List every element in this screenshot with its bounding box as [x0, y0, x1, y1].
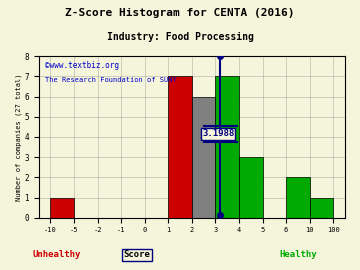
Text: 3.1988: 3.1988 [202, 129, 234, 139]
Bar [50, 198, 74, 218]
Bar [286, 177, 310, 218]
Text: ©www.textbiz.org: ©www.textbiz.org [45, 61, 119, 70]
Bar [168, 76, 192, 218]
Text: Z-Score Histogram for CENTA (2016): Z-Score Histogram for CENTA (2016) [65, 8, 295, 18]
Bar [215, 76, 239, 218]
Bar [310, 198, 333, 218]
Bar [192, 97, 215, 218]
Text: Industry: Food Processing: Industry: Food Processing [107, 32, 253, 42]
Y-axis label: Number of companies (27 total): Number of companies (27 total) [15, 73, 22, 201]
Text: Unhealthy: Unhealthy [32, 250, 81, 259]
Bar [239, 157, 262, 218]
Text: Score: Score [123, 250, 150, 259]
Text: The Research Foundation of SUNY: The Research Foundation of SUNY [45, 77, 176, 83]
Text: Healthy: Healthy [279, 250, 317, 259]
